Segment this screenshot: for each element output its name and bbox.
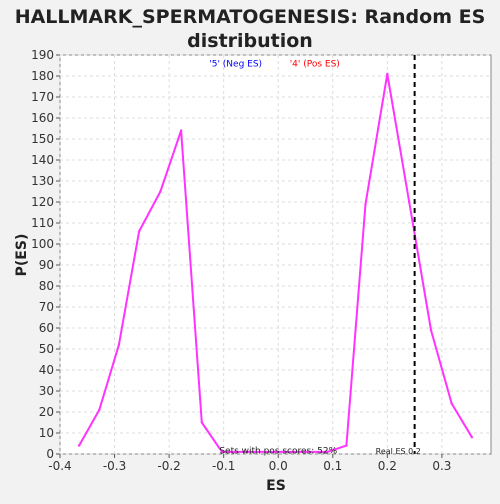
x-tick-label: 0.1 [323, 459, 342, 473]
y-tick-label: 140 [31, 153, 54, 167]
x-tick-label: 0.2 [378, 459, 397, 473]
es-distribution-line [78, 72, 473, 453]
series-layer [77, 72, 474, 454]
y-axis-label: P(ES) [14, 234, 30, 277]
es-data-point [326, 450, 329, 454]
y-tick-label: 50 [39, 342, 54, 356]
y-tick-label: 180 [31, 69, 54, 83]
es-data-point [345, 444, 348, 447]
y-tick-label: 40 [39, 363, 54, 377]
x-tick-label: -0.4 [48, 459, 71, 473]
x-tick-label: -0.2 [157, 459, 180, 473]
es-data-point [220, 450, 224, 454]
y-tick-label: 10 [39, 426, 54, 440]
es-data-point [386, 72, 389, 76]
neg-es-label: '5' (Neg ES) [209, 60, 262, 70]
real-es-label: Real ES 0.2 [376, 447, 421, 456]
y-tick-label: 170 [31, 90, 54, 104]
es-data-point [98, 408, 101, 412]
x-tick-label: -0.1 [212, 459, 235, 473]
x-tick-label: 0.3 [432, 459, 451, 473]
y-tick-label: 130 [31, 174, 54, 188]
y-tick-label: 90 [39, 258, 54, 272]
es-data-point [429, 328, 433, 332]
es-data-point [77, 444, 81, 447]
chart-title-line-1: HALLMARK_SPERMATOGENESIS: Random ES [15, 6, 486, 28]
x-tick-label: 0.0 [269, 459, 288, 473]
y-tick-label: 100 [31, 237, 54, 251]
plot-area [59, 54, 492, 455]
pos-es-label: '4' (Pos ES) [290, 60, 340, 70]
es-data-point [407, 200, 411, 204]
y-tick-label: 110 [31, 216, 54, 230]
x-axis-label: ES [266, 478, 286, 494]
y-tick-label: 0 [46, 447, 54, 461]
grid-layer [59, 54, 491, 455]
axes-layer: 0 10 20 30 40 50 60 70 80 90 100 110 120 130 140 150 160… [31, 48, 451, 473]
es-data-point [364, 202, 367, 206]
y-tick-label: 120 [31, 195, 54, 209]
es-data-point [200, 421, 204, 424]
y-tick-label: 70 [39, 300, 54, 314]
y-tick-label: 190 [31, 48, 54, 62]
x-tick-label: -0.3 [103, 459, 126, 473]
es-data-point [179, 129, 183, 132]
chart-title-line-2: distribution [187, 30, 313, 52]
y-tick-label: 20 [39, 405, 54, 419]
pos-scores-label: Sets with pos scores: 52% [219, 446, 337, 456]
es-data-point [159, 190, 162, 193]
y-tick-label: 80 [39, 279, 54, 293]
es-data-point [117, 343, 121, 346]
y-tick-label: 160 [31, 111, 54, 125]
y-tick-label: 30 [39, 384, 54, 398]
es-data-point [450, 402, 453, 405]
es-data-point [137, 230, 141, 233]
y-tick-label: 150 [31, 132, 54, 146]
y-tick-label: 60 [39, 321, 54, 335]
es-data-point [470, 436, 474, 439]
